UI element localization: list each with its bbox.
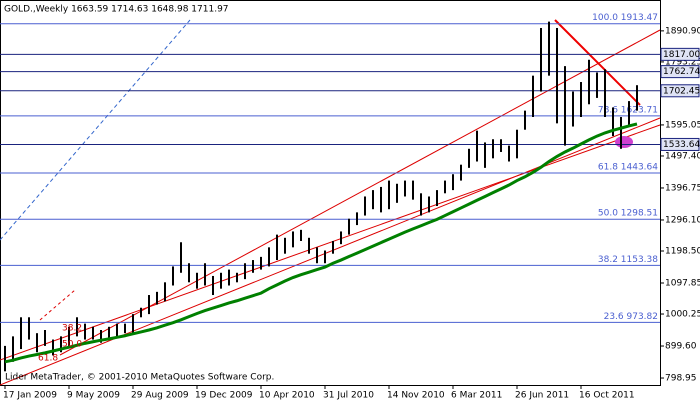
marker xyxy=(615,136,633,148)
level-box xyxy=(660,47,700,61)
channel-upper xyxy=(59,29,661,356)
fib-label: 100.0 1913.47 xyxy=(592,13,658,23)
fib-label: 38.2 1153.38 xyxy=(598,255,658,265)
y-tick-label: 899.60 xyxy=(665,342,697,352)
y-tick-label: 1396.75 xyxy=(665,183,700,193)
channel-mid xyxy=(0,124,661,361)
y-tick-label: 1000.25 xyxy=(665,310,700,320)
y-tick-label: 1296.10 xyxy=(665,215,700,225)
x-tick-label: 16 Oct 2011 xyxy=(579,391,635,401)
x-tick-label: 14 Nov 2010 xyxy=(387,391,445,401)
dashed-red xyxy=(39,289,76,321)
small-fib-label: 61.8 xyxy=(38,354,58,364)
x-tick-label: 29 Aug 2009 xyxy=(131,391,189,401)
small-fib-label: 38.2 xyxy=(62,324,82,334)
y-tick-label: 798.95 xyxy=(665,374,697,384)
x-tick-label: 6 Mar 2011 xyxy=(451,391,502,401)
x-tick-label: 31 Jul 2010 xyxy=(323,391,374,401)
footer: Lider MetaTrader, © 2001-2010 MetaQuotes… xyxy=(5,373,274,383)
y-tick-label: 1793.25 xyxy=(665,57,700,67)
level-box xyxy=(660,84,700,98)
fib-label: 50.0 1298.51 xyxy=(598,209,658,219)
x-tick-label: 10 Apr 2010 xyxy=(259,391,315,401)
fib-label: 78.6 1623.71 xyxy=(598,105,658,115)
plot-frame xyxy=(0,0,661,386)
chart-title: GOLD.,Weekly 1663.59 1714.63 1648.98 171… xyxy=(4,5,229,15)
y-tick-label: 1497.40 xyxy=(665,151,700,161)
level-box xyxy=(660,65,700,79)
fib-label: 61.8 1443.64 xyxy=(598,163,658,173)
level-box xyxy=(660,137,700,151)
level-label: 1762.74 xyxy=(663,67,700,77)
small-fib-label: 50.0 xyxy=(62,340,82,350)
x-tick-label: 9 May 2009 xyxy=(67,391,120,401)
y-tick-label: 1198.50 xyxy=(665,246,700,256)
level-label: 1817.00 xyxy=(663,50,700,60)
fib-label: 23.6 973.82 xyxy=(604,312,658,322)
x-tick-label: 26 Jun 2011 xyxy=(515,391,569,401)
y-tick-label: 1890.90 xyxy=(665,26,700,36)
x-tick-label: 19 Dec 2009 xyxy=(195,391,253,401)
y-tick-label: 1595.05 xyxy=(665,120,700,130)
level-label: 1533.64 xyxy=(663,140,700,150)
level-label: 1702.45 xyxy=(663,86,700,96)
x-tick-label: 17 Jan 2009 xyxy=(3,391,57,401)
moving-average xyxy=(4,122,638,364)
y-tick-label: 1097.85 xyxy=(665,278,700,288)
